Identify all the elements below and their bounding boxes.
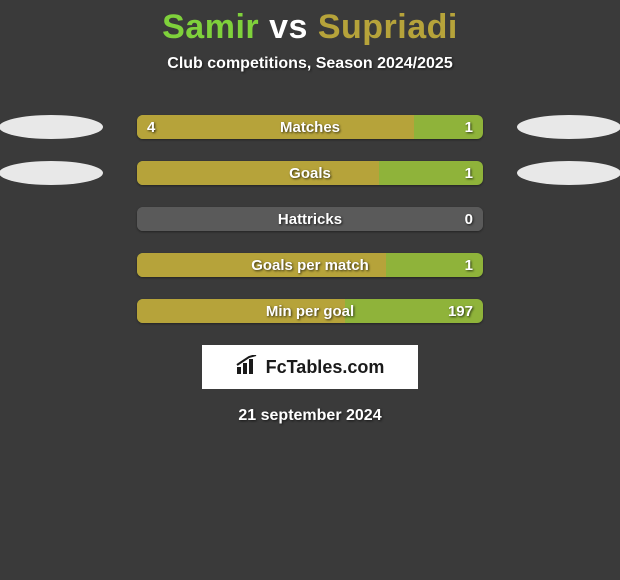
title-part: vs	[259, 8, 318, 46]
right-ellipse	[517, 161, 620, 185]
chart-icon	[236, 355, 260, 380]
stats-rows: 4Matches1Goals1Hattricks0Goals per match…	[0, 115, 620, 323]
page-title: Samir vs Supriadi	[0, 0, 620, 47]
stat-right-value: 197	[448, 299, 473, 323]
left-ellipse	[0, 115, 103, 139]
stat-label: Goals per match	[137, 253, 483, 277]
stat-row: Goals1	[0, 161, 620, 185]
stat-bar: Goals per match1	[137, 253, 483, 277]
stat-bar: Min per goal197	[137, 299, 483, 323]
stat-row: Goals per match1	[0, 253, 620, 277]
right-ellipse	[517, 115, 620, 139]
stat-right-value: 1	[465, 115, 473, 139]
stat-row: Hattricks0	[0, 207, 620, 231]
title-part: Samir	[162, 8, 259, 46]
brand-text: FcTables.com	[266, 357, 385, 378]
stat-right-value: 1	[465, 253, 473, 277]
stat-label: Matches	[137, 115, 483, 139]
stat-label: Hattricks	[137, 207, 483, 231]
title-part: Supriadi	[318, 8, 458, 46]
stat-row: 4Matches1	[0, 115, 620, 139]
stat-bar: Hattricks0	[137, 207, 483, 231]
left-ellipse	[0, 161, 103, 185]
date-text: 21 september 2024	[0, 407, 620, 425]
stat-label: Min per goal	[137, 299, 483, 323]
stat-right-value: 1	[465, 161, 473, 185]
brand-box[interactable]: FcTables.com	[202, 345, 418, 389]
stat-bar: Goals1	[137, 161, 483, 185]
stat-right-value: 0	[465, 207, 473, 231]
stat-row: Min per goal197	[0, 299, 620, 323]
stat-bar: 4Matches1	[137, 115, 483, 139]
subtitle: Club competitions, Season 2024/2025	[0, 55, 620, 73]
stat-label: Goals	[137, 161, 483, 185]
